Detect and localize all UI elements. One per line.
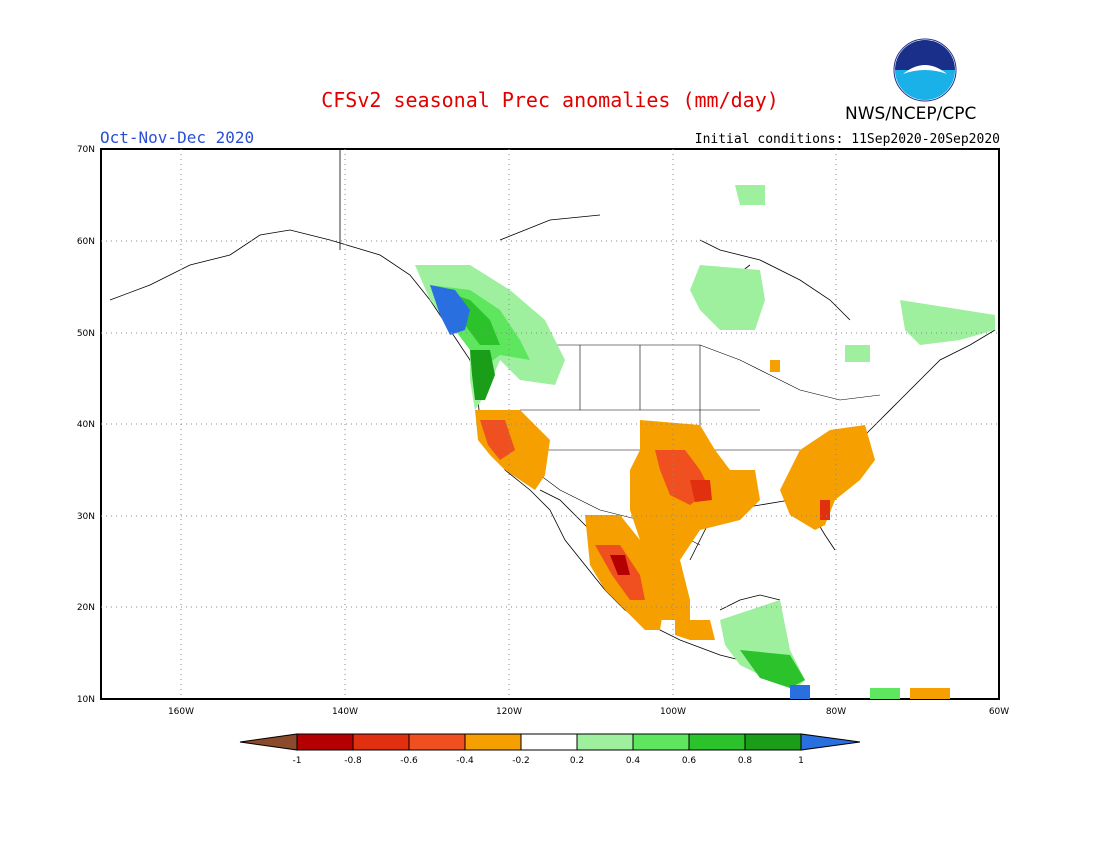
lat-label: 60N (77, 237, 95, 247)
colorbar-segment (688, 733, 746, 751)
colorbar-tick-label: -0.6 (400, 756, 418, 766)
colorbar-tick-label: -0.8 (344, 756, 362, 766)
colorbar-segment (296, 733, 354, 751)
map-title: CFSv2 seasonal Prec anomalies (mm/day) (321, 88, 779, 112)
noaa-logo (893, 38, 957, 102)
lat-label: 20N (77, 603, 95, 613)
colorbar-segment (352, 733, 410, 751)
colorbar-tick-label: -1 (293, 756, 302, 766)
colorbar-tick-label: -0.2 (512, 756, 530, 766)
colorbar-segment (632, 733, 690, 751)
initial-conditions: Initial conditions: 11Sep2020-20Sep2020 (694, 132, 1000, 147)
colorbar-tick-label: 0.6 (682, 756, 697, 766)
colorbar-tick-label: 0.2 (570, 756, 584, 766)
colorbar-segment (576, 733, 634, 751)
lon-label: 100W (660, 707, 686, 717)
colorbar-tick-label: -0.4 (456, 756, 474, 766)
latitude-labels: 70N 60N 50N 40N 30N 20N 10N (77, 145, 95, 705)
forecast-period: Oct-Nov-Dec 2020 (100, 128, 255, 147)
lat-label: 40N (77, 420, 95, 430)
lon-label: 80W (826, 707, 846, 717)
map-frame (100, 148, 1000, 700)
grid-lines (101, 149, 999, 699)
colorbar-arrow-high (800, 733, 861, 751)
agency-label: NWS/NCEP/CPC (845, 104, 977, 124)
colorbar-segment (520, 733, 578, 751)
colorbar-tick-label: 1 (798, 756, 804, 766)
lon-label: 160W (168, 707, 194, 717)
colorbar-segment (408, 733, 466, 751)
lat-label: 50N (77, 329, 95, 339)
colorbar-arrow-low (239, 733, 298, 751)
colorbar: -1 -0.8 -0.6 -0.4 -0.2 0.2 0.4 0.6 0.8 1 (239, 733, 861, 766)
lat-label: 30N (77, 512, 95, 522)
anomaly-cells (415, 185, 995, 699)
lon-label: 120W (496, 707, 522, 717)
colorbar-segment (744, 733, 802, 751)
colorbar-segment (464, 733, 522, 751)
colorbar-tick-label: 0.8 (738, 756, 753, 766)
lon-label: 60W (989, 707, 1009, 717)
lon-label: 140W (332, 707, 358, 717)
lat-label: 70N (77, 145, 95, 155)
colorbar-tick-label: 0.4 (626, 756, 641, 766)
lat-label: 10N (77, 695, 95, 705)
longitude-labels: 160W 140W 120W 100W 80W 60W (168, 707, 1009, 717)
